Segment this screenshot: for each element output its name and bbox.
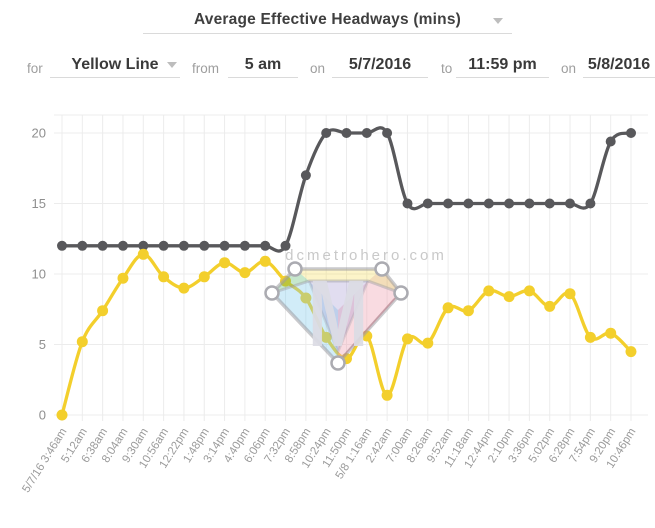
y-tick-label: 20 [32,126,46,141]
gray-data-point[interactable] [260,240,271,251]
logo-facet-purple [309,281,368,352]
logo-vertex-circle [393,285,409,301]
yellow-data-point[interactable] [625,346,637,358]
data-series [56,126,637,421]
gray-data-point[interactable] [524,198,535,209]
yellow-data-point[interactable] [259,255,271,267]
yellow-data-point[interactable] [402,333,413,345]
gray-data-point[interactable] [280,240,291,251]
gray-data-point[interactable] [463,198,474,209]
yellow-data-point[interactable] [544,300,556,312]
yellow-data-point[interactable] [178,282,190,294]
yellow-data-point[interactable] [483,285,495,297]
logo-letter: M [308,261,368,367]
gray-data-point[interactable] [504,198,515,209]
gray-data-point[interactable] [321,128,332,138]
chevron-down-icon [167,62,177,68]
end-time-value: 11:59 pm [468,56,537,73]
yellow-data-point[interactable] [381,389,393,401]
start-time-value: 5 am [244,56,282,73]
yellow-data-point[interactable] [158,271,170,283]
chevron-down-icon [493,18,503,24]
gray-data-point[interactable] [199,240,210,251]
logo-vertex-circle [287,261,303,277]
gray-data-point[interactable] [605,136,616,147]
watermark-text: dcmetrohero.com [285,247,447,264]
yellow-data-point[interactable] [239,267,251,279]
logo-vertex-circle [264,285,280,301]
start-date-input[interactable]: 5/7/2016 [332,53,428,78]
logo-facet-yellow [295,269,382,281]
gray-data-point[interactable] [219,240,230,251]
logo-inner-edge [271,279,402,295]
yellow-data-point[interactable] [564,288,576,300]
yellow-data-point[interactable] [198,271,210,283]
yellow-data-point[interactable] [422,337,434,349]
yellow-data-point[interactable] [462,305,474,317]
gridlines [54,114,648,421]
gray-data-point[interactable] [118,240,128,251]
logo-inner-edge [307,280,370,356]
gray-data-point[interactable] [483,198,494,209]
start-time-input[interactable]: 5 am [228,53,298,78]
yellow-data-point[interactable] [76,336,88,348]
metric-select[interactable]: Average Effective Headways (mins) [143,2,512,34]
from-label: from [192,61,219,76]
logo-vertex-circle [374,261,390,277]
gray-data-point[interactable] [341,128,352,138]
y-tick-label: 0 [39,408,46,423]
end-date-input[interactable]: 5/8/2016 [583,53,655,78]
line-select[interactable]: Yellow Line [50,53,180,78]
dcmetrohero-watermark: dcmetrohero.com M [264,247,447,371]
gray-data-point[interactable] [402,198,413,209]
gray-data-point[interactable] [300,170,311,181]
yellow-data-point[interactable] [300,292,312,304]
for-label: for [27,61,43,76]
line-select-value: Yellow Line [71,56,159,73]
gray-data-point[interactable] [361,128,372,138]
gray-data-point[interactable] [97,240,108,251]
logo-facet-pink [338,281,401,363]
gray-data-point[interactable] [382,128,393,138]
yellow-data-point[interactable] [442,302,454,314]
gray-data-point[interactable] [422,198,433,209]
on-label-1: on [310,61,326,76]
yellow-data-point[interactable] [503,291,515,303]
yellow-data-point[interactable] [56,409,68,421]
yellow-data-point[interactable] [320,331,332,343]
yellow-data-point[interactable] [605,327,617,339]
yellow-data-point[interactable] [117,272,129,284]
logo-facet-blue [272,281,338,363]
yellow-data-point[interactable] [523,285,535,297]
gray-data-point[interactable] [565,198,575,209]
start-date-value: 5/7/2016 [348,56,412,73]
end-time-input[interactable]: 11:59 pm [456,53,549,78]
y-tick-label: 15 [32,196,46,211]
gray-data-point[interactable] [158,240,169,251]
gray-data-point[interactable] [626,128,636,138]
gray-data-point[interactable] [544,198,555,209]
yellow-data-point[interactable] [97,305,109,317]
yellow-data-point[interactable] [219,257,231,269]
gray-data-point[interactable] [443,198,454,209]
yellow-data-point[interactable] [137,248,149,260]
y-tick-label: 10 [32,267,46,282]
gray-data-point[interactable] [585,198,596,209]
gray-data-point[interactable] [138,240,149,251]
end-date-value: 5/8/2016 [587,56,651,73]
y-tick-label: 5 [39,337,46,352]
logo-facet-orange [368,269,401,293]
on-label-2: on [561,61,577,76]
to-label: to [441,61,453,76]
gray-data-point[interactable] [77,240,88,251]
logo-vertex-circle [330,355,346,371]
gray-data-point[interactable] [178,240,189,251]
gray-data-point[interactable] [57,240,67,251]
gray-data-point[interactable] [239,240,250,251]
page-title: Average Effective Headways (mins) [193,11,462,28]
yellow-data-point[interactable] [584,331,596,343]
